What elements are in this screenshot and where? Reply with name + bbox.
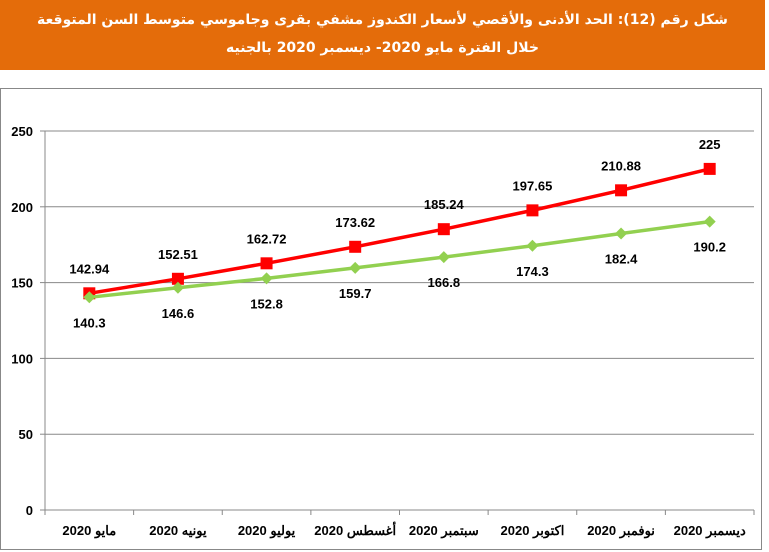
data-label: 140.3 xyxy=(73,315,106,330)
data-label: 225 xyxy=(699,137,721,152)
x-tick-label: يوليو 2020 xyxy=(238,523,296,539)
data-point-diamond xyxy=(703,215,716,228)
data-point-diamond xyxy=(437,251,450,264)
x-tick-label: يونيه 2020 xyxy=(149,523,207,539)
chart-title-line-2: خلال الفترة مايو 2020- ديسمبر 2020 بالجن… xyxy=(226,40,539,56)
y-tick-label: 150 xyxy=(11,276,33,291)
data-label: 185.24 xyxy=(424,197,465,212)
x-tick-label: سبتمبر 2020 xyxy=(409,523,479,539)
data-label: 152.8 xyxy=(250,296,283,311)
y-tick-label: 200 xyxy=(11,200,33,215)
data-point-square xyxy=(703,162,716,175)
series-line-1 xyxy=(89,219,710,300)
data-label: 146.6 xyxy=(162,306,195,321)
x-tick-label: مايو 2020 xyxy=(62,523,116,539)
x-tick-label: اكتوبر 2020 xyxy=(501,523,565,539)
data-point-square xyxy=(437,223,450,236)
data-label: 210.88 xyxy=(601,158,641,173)
data-point-diamond xyxy=(83,291,96,304)
x-tick-label: نوفمبر 2020 xyxy=(587,523,655,539)
chart-title: شكل رقم (12): الحد الأدنى والأقصي لأسعار… xyxy=(0,0,765,70)
y-tick-label: 100 xyxy=(11,351,33,366)
data-label: 142.94 xyxy=(69,261,110,276)
y-tick-label: 0 xyxy=(26,503,33,518)
data-label: 166.8 xyxy=(428,275,461,290)
x-tick-label: أغسطس 2020 xyxy=(314,522,396,539)
data-label: 152.51 xyxy=(158,247,198,262)
data-label: 173.62 xyxy=(335,215,375,230)
data-point-square xyxy=(615,184,628,197)
y-tick-label: 50 xyxy=(19,427,33,442)
x-tick-label: ديسمبر 2020 xyxy=(674,523,746,539)
chart-title-line-1: شكل رقم (12): الحد الأدنى والأقصي لأسعار… xyxy=(37,12,728,28)
data-point-square xyxy=(349,240,362,253)
data-label: 159.7 xyxy=(339,286,372,301)
data-label: 162.72 xyxy=(247,231,287,246)
y-tick-label: 250 xyxy=(11,124,33,139)
data-point-diamond xyxy=(260,272,273,285)
data-point-diamond xyxy=(171,281,184,294)
data-point-diamond xyxy=(526,239,539,252)
data-point-square xyxy=(260,257,273,270)
data-point-square xyxy=(526,204,539,217)
data-point-diamond xyxy=(349,261,362,274)
data-label: 197.65 xyxy=(513,178,553,193)
series-line-0 xyxy=(89,167,711,296)
data-label: 174.3 xyxy=(516,264,549,279)
chart-frame xyxy=(0,88,762,550)
data-label: 190.2 xyxy=(693,240,726,255)
data-point-diamond xyxy=(615,227,628,240)
data-label: 182.4 xyxy=(605,251,638,266)
data-point-square xyxy=(171,272,184,285)
